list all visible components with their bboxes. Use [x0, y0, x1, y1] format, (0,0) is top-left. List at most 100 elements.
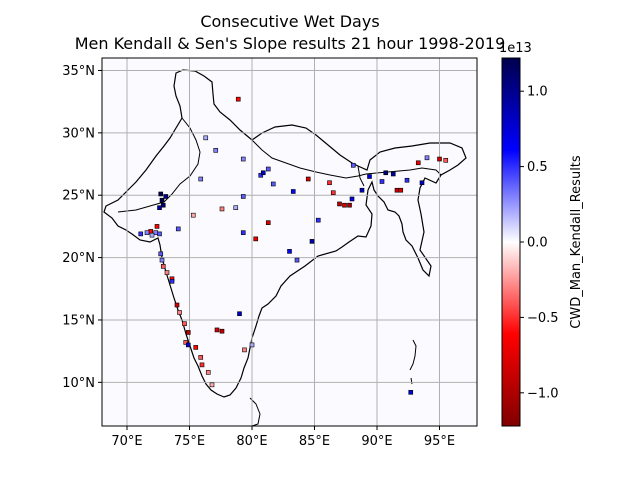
data-cell [174, 302, 180, 308]
data-cell [240, 230, 246, 235]
data-cell [404, 177, 410, 183]
data-cell [233, 205, 239, 210]
data-cell [258, 172, 264, 178]
data-cell [153, 230, 159, 235]
data-cell [235, 96, 241, 102]
country-border-west [117, 117, 201, 213]
country-border [251, 139, 367, 179]
data-cell [190, 212, 196, 218]
y-tick-label: 30°N [62, 126, 95, 141]
data-cell [305, 176, 311, 182]
colorbar [501, 57, 521, 427]
data-cell [182, 321, 187, 327]
data-cell [347, 202, 352, 208]
data-cell [214, 327, 220, 333]
data-cell [415, 160, 421, 166]
data-cell [349, 196, 355, 202]
data-cell [265, 220, 271, 225]
data-cell [183, 340, 189, 345]
x-axis-ticks: 70°E 75°E 80°E 85°E 90°E 95°E [111, 426, 455, 449]
y-axis-ticks: 10°N 15°N 20°N 25°N 30°N 35°N [62, 64, 102, 391]
data-cell [337, 201, 342, 207]
data-cell [138, 231, 144, 237]
colorbar-tick-label: 0.0 [527, 236, 548, 251]
colorbar-tick-label: −0.5 [527, 311, 559, 326]
data-cell [253, 236, 259, 242]
colorbar-tick-label: 1.0 [527, 85, 548, 100]
data-cell [379, 179, 385, 184]
colorbar-ticks: 1.0 0.5 0.0 −0.5 −1.0 [520, 85, 559, 401]
data-cell [424, 155, 430, 161]
data-cell [408, 390, 414, 395]
data-cell [367, 174, 372, 179]
data-cell [240, 156, 246, 162]
data-cell [419, 180, 425, 186]
data-cell [260, 170, 266, 176]
data-cell [359, 187, 365, 193]
data-cell [185, 342, 191, 348]
plot-area [102, 58, 477, 426]
data-cell [205, 370, 211, 375]
data-cell [287, 249, 292, 254]
data-cell [398, 187, 404, 193]
chart-subtitle: Men Kendall & Sen's Slope results 21 hou… [74, 34, 506, 53]
data-cell [203, 135, 209, 141]
data-cell [158, 191, 164, 197]
data-cell [242, 347, 247, 353]
data-cell [327, 180, 332, 186]
india-outline [103, 69, 467, 398]
data-cell [157, 205, 162, 210]
x-tick-label: 75°E [174, 434, 205, 449]
colorbar-label: CWD_Man_Kendall_Results [569, 155, 584, 329]
data-cell [160, 202, 166, 208]
data-cell [309, 239, 315, 244]
x-tick-label: 70°E [111, 434, 142, 449]
data-cell [290, 189, 296, 194]
data-cell [437, 156, 442, 162]
data-cell [159, 197, 165, 203]
data-cell [149, 232, 155, 238]
data-cell [199, 362, 205, 368]
y-tick-label: 20°N [62, 251, 95, 266]
data-cell [198, 355, 204, 360]
data-cell [342, 202, 347, 208]
chart-title: Consecutive Wet Days [200, 12, 380, 31]
plot-frame [101, 57, 478, 427]
data-cell [443, 157, 449, 163]
data-cell [159, 257, 165, 263]
data-cell [209, 382, 215, 388]
data-cell [249, 342, 255, 348]
gridlines [102, 58, 477, 426]
colorbar-scale-label: 1e13 [499, 41, 532, 56]
data-cell [193, 345, 199, 350]
x-tick-label: 90°E [361, 434, 392, 449]
colorbar-tick-label: −1.0 [527, 386, 559, 401]
map-layer [103, 69, 467, 426]
data-cell [144, 230, 150, 235]
data-cell [169, 278, 175, 284]
data-cell [394, 187, 400, 193]
data-cell [390, 171, 396, 177]
y-tick-label: 35°N [62, 64, 95, 79]
data-cell [383, 170, 389, 176]
data-cell [265, 166, 271, 172]
data-cell [185, 330, 191, 335]
y-tick-label: 25°N [62, 189, 95, 204]
data-cell [350, 162, 356, 168]
y-tick-label: 10°N [62, 376, 95, 391]
data-cell [330, 190, 336, 196]
data-cell [163, 194, 169, 199]
data-cell [160, 264, 166, 269]
data-cells [138, 96, 449, 395]
colorbar-tick-label: 0.5 [527, 160, 548, 175]
x-tick-label: 80°E [236, 434, 267, 449]
sri-lanka [249, 397, 261, 426]
data-cell [213, 148, 219, 153]
data-cell [158, 251, 164, 257]
data-cell [219, 206, 225, 212]
data-cell [237, 311, 242, 317]
y-tick-label: 15°N [62, 313, 95, 328]
data-cell [177, 310, 182, 315]
data-cell [270, 181, 276, 187]
